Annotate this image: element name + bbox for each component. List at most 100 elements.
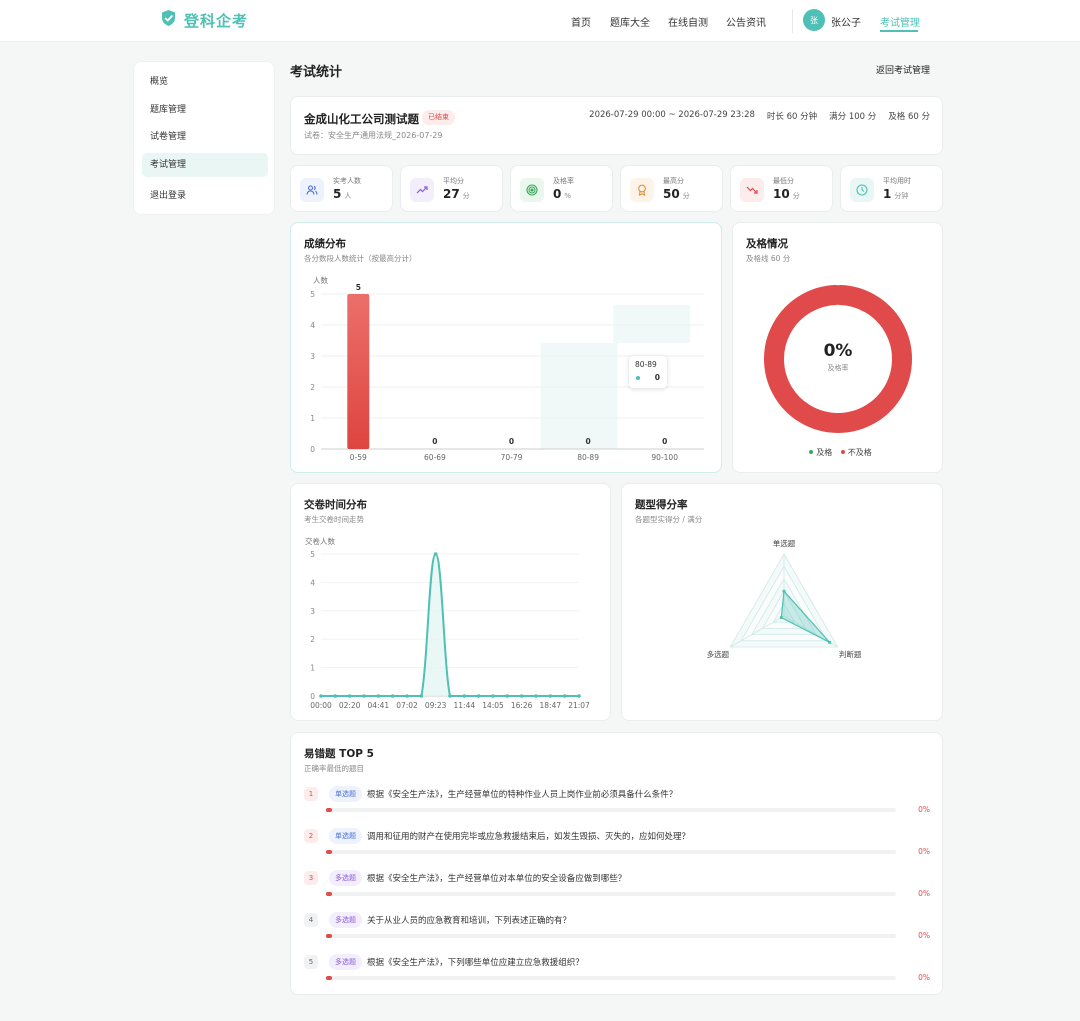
data-label: 5 bbox=[356, 283, 361, 292]
nav-announcements[interactable]: 公告资讯 bbox=[726, 18, 766, 29]
error-question-row[interactable]: 2 单选题 调用和征用的财产在使用完毕或应急救援结束后，如发生毁损、灭失的，应如… bbox=[304, 827, 930, 861]
bar bbox=[347, 294, 370, 449]
x-tick-label: 90-100 bbox=[651, 453, 678, 462]
submit-time-card: 交卷时间分布 考生交卷时间走势 交卷人数 0 1 2 3 4 5 00:00 02:20 04:… bbox=[290, 483, 611, 721]
error-question-row[interactable]: 1 单选题 根据《安全生产法》，生产经营单位的特种作业人员上岗作业前必须具备什么… bbox=[304, 785, 930, 819]
x-tick-label: 02:20 bbox=[339, 701, 361, 710]
x-tick-label: 21:07 bbox=[568, 701, 590, 710]
rank-badge: 1 bbox=[304, 787, 318, 801]
sidebar-item-logout[interactable]: 退出登录 bbox=[150, 191, 187, 201]
rank-badge: 5 bbox=[304, 955, 318, 969]
y-tick-label: 2 bbox=[310, 635, 315, 644]
data-point bbox=[476, 694, 481, 698]
accuracy-percent: 0% bbox=[918, 847, 930, 856]
y-tick-label: 1 bbox=[310, 414, 315, 423]
sidebar-item-paper-management[interactable]: 试卷管理 bbox=[150, 132, 187, 142]
nav-exam-management[interactable]: 考试管理 bbox=[880, 18, 920, 29]
score-bar-chart[interactable]: 人数 0 1 2 3 4 5 5 0-59 0 60-69 0 70-79 0 80-89 0 90-100 bbox=[291, 223, 721, 472]
data-point bbox=[390, 694, 395, 698]
avatar[interactable]: 张 bbox=[803, 9, 825, 31]
chart-subtitle: 正确率最低的题目 bbox=[304, 764, 364, 773]
data-point bbox=[448, 694, 452, 698]
rank-badge: 4 bbox=[304, 913, 318, 927]
top-header: 登科企考 首页 题库大全 在线自测 公告资讯 张 张公子 考试管理 bbox=[0, 0, 1080, 42]
data-point bbox=[333, 694, 338, 698]
nav-online-test[interactable]: 在线自测 bbox=[668, 18, 708, 29]
trend-down-icon bbox=[740, 178, 764, 202]
stat-label: 最高分 bbox=[663, 177, 684, 185]
error-question-row[interactable]: 3 多选题 根据《安全生产法》，生产经营单位对本单位的安全设备应做到哪些？ 0% bbox=[304, 869, 930, 903]
exam-duration: 时长 60 分钟 bbox=[766, 112, 818, 122]
stat-card-highest: 最高分 50 分 bbox=[620, 165, 723, 212]
pass-donut-chart[interactable]: 0% 及格率 bbox=[733, 223, 942, 472]
stat-label: 平均用时 bbox=[883, 177, 911, 185]
x-tick-label: 09:23 bbox=[425, 701, 447, 710]
sidebar-item-overview[interactable]: 概览 bbox=[150, 77, 169, 87]
logo[interactable]: 登科企考 bbox=[160, 9, 248, 31]
stat-value: 50 分 bbox=[663, 187, 690, 201]
question-type-tag: 多选题 bbox=[329, 870, 362, 886]
accuracy-bar-fill bbox=[326, 976, 332, 980]
y-axis-label: 人数 bbox=[313, 275, 328, 285]
data-point bbox=[491, 694, 495, 698]
y-tick-label: 2 bbox=[310, 383, 315, 392]
stat-value: 0% bbox=[553, 187, 572, 201]
stat-card-lowest: 最低分 10 分 bbox=[730, 165, 833, 212]
y-tick-label: 1 bbox=[310, 664, 315, 673]
stat-card-avg-time: 平均用时 1 分钟 bbox=[840, 165, 943, 212]
y-tick-label: 3 bbox=[310, 607, 315, 616]
status-badge: 已结束 bbox=[422, 110, 455, 125]
accuracy-bar-fill bbox=[326, 892, 332, 896]
stat-label: 实考人数 bbox=[333, 177, 361, 185]
radar-point bbox=[779, 615, 783, 620]
nav-home[interactable]: 首页 bbox=[571, 18, 591, 29]
chart-title: 交卷时间分布 bbox=[304, 499, 367, 511]
question-type-tag: 多选题 bbox=[329, 912, 362, 928]
legend-fail[interactable]: 不及格 bbox=[847, 448, 872, 457]
rank-badge: 2 bbox=[304, 829, 318, 843]
y-axis-label: 交卷人数 bbox=[305, 536, 335, 546]
trend-up-icon bbox=[410, 178, 434, 202]
username[interactable]: 张公子 bbox=[831, 18, 861, 29]
accuracy-bar-fill bbox=[326, 934, 332, 938]
data-label: 0 bbox=[585, 437, 590, 446]
y-tick-label: 0 bbox=[310, 692, 315, 701]
chart-title: 成绩分布 bbox=[304, 238, 346, 250]
radar-series-area bbox=[780, 589, 831, 643]
error-question-row[interactable]: 4 多选题 关于从业人员的应急教育和培训，下列表述正确的有？ 0% bbox=[304, 911, 930, 945]
sidebar-item-exam-management[interactable]: 考试管理 bbox=[142, 153, 268, 177]
y-tick-label: 4 bbox=[310, 321, 315, 330]
x-tick-label: 04:41 bbox=[368, 701, 390, 710]
x-tick-label: 07:02 bbox=[396, 701, 418, 710]
sidebar: 概览 题库管理 试卷管理 考试管理 退出登录 bbox=[133, 61, 275, 215]
back-to-exam-management-link[interactable]: 返回考试管理 bbox=[876, 66, 931, 76]
pass-legend: 及格 不及格 bbox=[733, 447, 942, 458]
y-tick-label: 5 bbox=[310, 290, 315, 299]
stat-card-average: 平均分 27 分 bbox=[400, 165, 503, 212]
exam-meta: 2026-07-29 00:00 ~ 2026-07-29 23:28 时长 6… bbox=[589, 110, 930, 122]
accuracy-percent: 0% bbox=[918, 805, 930, 814]
x-tick-label: 16:26 bbox=[511, 701, 533, 710]
nav-divider bbox=[792, 9, 793, 33]
nav-question-bank[interactable]: 题库大全 bbox=[610, 18, 650, 29]
error-question-row[interactable]: 5 多选题 根据《安全生产法》，下列哪些单位应建立应急救援组织？ 0% bbox=[304, 953, 930, 987]
submit-time-line-chart[interactable]: 交卷人数 0 1 2 3 4 5 00:00 02:20 04:41 07:02 09:23 11:4… bbox=[291, 484, 610, 720]
legend-dot-fail bbox=[840, 450, 845, 454]
radar-axis-label: 判断题 bbox=[839, 649, 862, 659]
exam-time-range: 2026-07-29 00:00 ~ 2026-07-29 23:28 bbox=[589, 110, 755, 120]
accuracy-percent: 0% bbox=[918, 889, 930, 898]
y-tick-label: 0 bbox=[310, 445, 315, 454]
chart-subtitle: 考生交卷时间走势 bbox=[304, 515, 364, 524]
exam-paper-name: 试卷：安全生产通用法规_2026-07-29 bbox=[304, 131, 443, 140]
legend-pass[interactable]: 及格 bbox=[816, 448, 833, 457]
data-point bbox=[548, 694, 553, 698]
accuracy-bar bbox=[326, 850, 896, 854]
accuracy-bar bbox=[326, 976, 896, 980]
medal-icon bbox=[630, 178, 654, 202]
question-text: 根据《安全生产法》，生产经营单位对本单位的安全设备应做到哪些？ bbox=[367, 874, 627, 884]
question-type-score-card: 题型得分率 各题型实得分 / 满分 单选题 判断题 多选题 bbox=[621, 483, 943, 721]
data-label: 0 bbox=[432, 437, 437, 446]
sidebar-item-question-bank[interactable]: 题库管理 bbox=[150, 105, 187, 115]
